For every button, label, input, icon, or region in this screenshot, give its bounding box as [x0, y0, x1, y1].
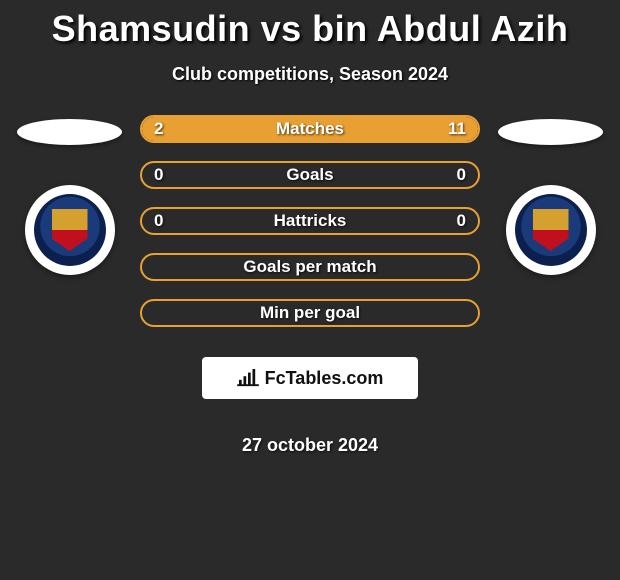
player-left-col [17, 115, 122, 275]
stat-value-right: 11 [448, 119, 466, 139]
stat-bar-goals-per-match: Goals per match [140, 253, 480, 281]
club-crest-icon [34, 194, 106, 266]
player-right-club-badge [506, 185, 596, 275]
crest-shield-icon [52, 209, 88, 251]
player-right-col [498, 115, 603, 275]
crest-shield-icon [533, 209, 569, 251]
stat-value-left: 0 [154, 165, 163, 185]
stat-value-left: 0 [154, 211, 163, 231]
stats-column: 2 Matches 11 0 Goals 0 0 Hattricks 0 [140, 115, 480, 456]
player-left-club-badge [25, 185, 115, 275]
player-left-name-badge [17, 119, 122, 145]
stat-label: Goals per match [243, 257, 376, 277]
stat-bar-min-per-goal: Min per goal [140, 299, 480, 327]
stat-bar-goals: 0 Goals 0 [140, 161, 480, 189]
brand-name: FcTables.com [265, 368, 384, 389]
main-row: 2 Matches 11 0 Goals 0 0 Hattricks 0 [0, 115, 620, 456]
stat-label: Goals [286, 165, 333, 185]
stat-fill-left [142, 117, 192, 141]
stat-value-right: 0 [457, 165, 466, 185]
player-right-name-badge [498, 119, 603, 145]
comparison-infographic: Shamsudin vs bin Abdul Azih Club competi… [0, 0, 620, 456]
stat-bar-matches: 2 Matches 11 [140, 115, 480, 143]
stat-label: Matches [276, 119, 344, 139]
stat-value-right: 0 [457, 211, 466, 231]
page-subtitle: Club competitions, Season 2024 [0, 64, 620, 85]
stat-label: Min per goal [260, 303, 360, 323]
stat-bar-hattricks: 0 Hattricks 0 [140, 207, 480, 235]
stat-label: Hattricks [274, 211, 347, 231]
stat-value-left: 2 [154, 119, 163, 139]
page-title: Shamsudin vs bin Abdul Azih [0, 8, 620, 50]
brand-chart-icon [237, 369, 259, 387]
club-crest-icon [515, 194, 587, 266]
brand-box: FcTables.com [202, 357, 418, 399]
date-text: 27 october 2024 [140, 435, 480, 456]
